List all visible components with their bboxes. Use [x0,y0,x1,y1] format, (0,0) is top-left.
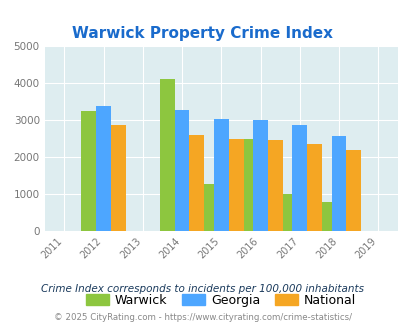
Bar [238,139,252,231]
Text: © 2025 CityRating.com - https://www.cityrating.com/crime-statistics/: © 2025 CityRating.com - https://www.city… [54,313,351,322]
Bar [213,119,228,231]
Bar [277,194,292,231]
Bar [81,111,96,231]
Bar [331,136,345,231]
Text: Crime Index corresponds to incidents per 100,000 inhabitants: Crime Index corresponds to incidents per… [41,284,364,294]
Bar [96,106,111,231]
Bar [111,125,126,231]
Bar [189,135,204,231]
Bar [228,139,243,231]
Bar [198,184,213,231]
Bar [316,202,331,231]
Bar [174,110,189,231]
Bar [159,80,174,231]
Bar [292,125,307,231]
Bar [345,150,360,231]
Bar [252,120,267,231]
Bar [307,144,321,231]
Bar [267,140,282,231]
Legend: Warwick, Georgia, National: Warwick, Georgia, National [81,289,360,312]
Text: Warwick Property Crime Index: Warwick Property Crime Index [72,26,333,41]
